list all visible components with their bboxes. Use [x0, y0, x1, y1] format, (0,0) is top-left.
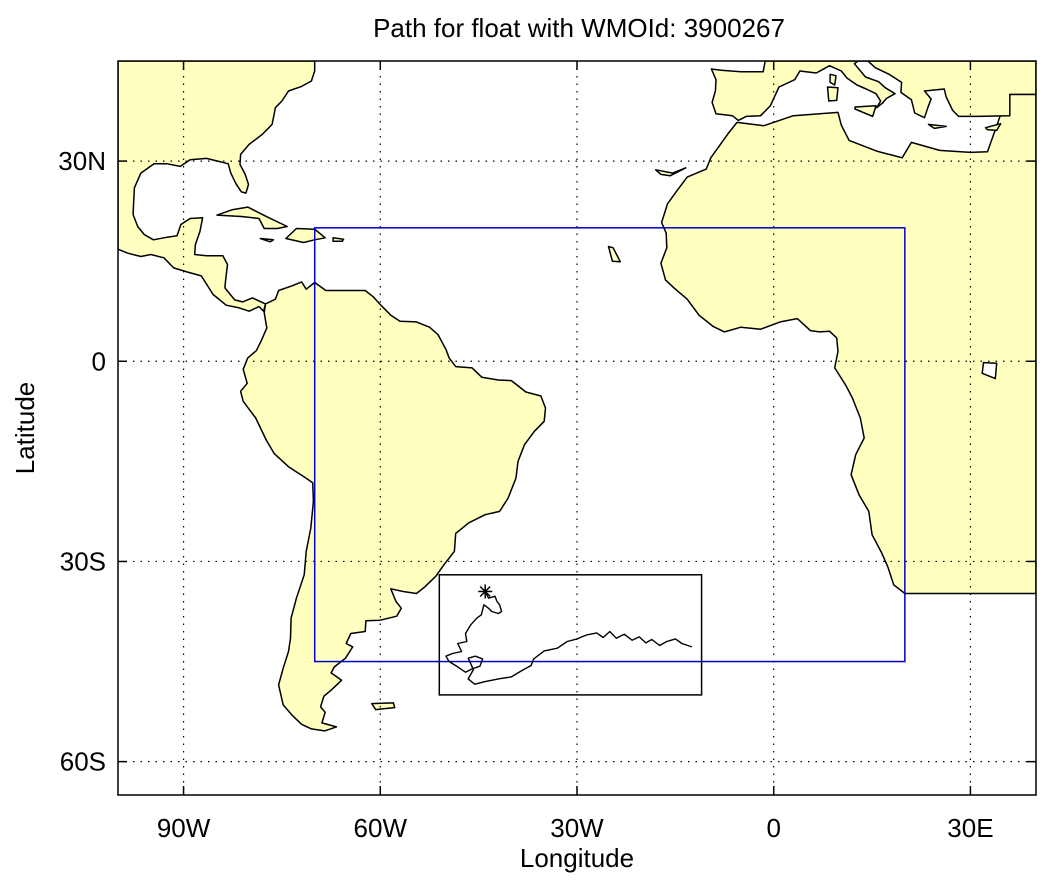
chart-title: Path for float with WMOId: 3900267 [373, 13, 785, 43]
x-axis-label: Longitude [520, 843, 634, 873]
sicily-island [854, 104, 877, 118]
y-tick-label: 60S [60, 747, 106, 777]
x-tick-label: 90W [157, 813, 211, 843]
corsica-island [829, 73, 837, 86]
crete-island [927, 123, 947, 130]
europe-landmass [710, 61, 1036, 122]
africa-landmass [660, 93, 1036, 595]
x-tick-label: 0 [766, 813, 780, 843]
x-tick-label: 30W [550, 813, 604, 843]
land-masses [118, 61, 1036, 732]
start-marker-asterisk [478, 584, 493, 599]
start-marker-stroke [479, 585, 491, 598]
y-tick-label: 30S [60, 546, 106, 576]
ticks: 90W 60W 30W 0 30E 30N 0 30S 60S [58, 61, 1036, 843]
gridlines [118, 61, 1036, 795]
y-tick-label: 0 [92, 346, 106, 376]
region-box [313, 227, 906, 663]
x-tick-label: 60W [354, 813, 408, 843]
lake-victoria [981, 361, 998, 380]
cuba-island [216, 206, 288, 230]
falkland-islands [371, 702, 396, 711]
puerto-rico-island [332, 237, 345, 242]
canary-islands [654, 167, 687, 177]
cape-verde-islands [607, 245, 622, 263]
north-america-landmass [118, 61, 316, 312]
float-track-line [445, 591, 693, 685]
y-axis-label: Latitude [10, 382, 40, 475]
track-box [438, 574, 703, 696]
jamaica-island [259, 237, 275, 243]
x-tick-label: 30E [947, 813, 993, 843]
cyprus-island [984, 122, 1002, 132]
track-layer [445, 584, 693, 685]
y-tick-label: 30N [58, 146, 106, 176]
boxes [313, 227, 906, 696]
sardinia-island [826, 86, 839, 102]
south-america-landmass [239, 281, 547, 732]
